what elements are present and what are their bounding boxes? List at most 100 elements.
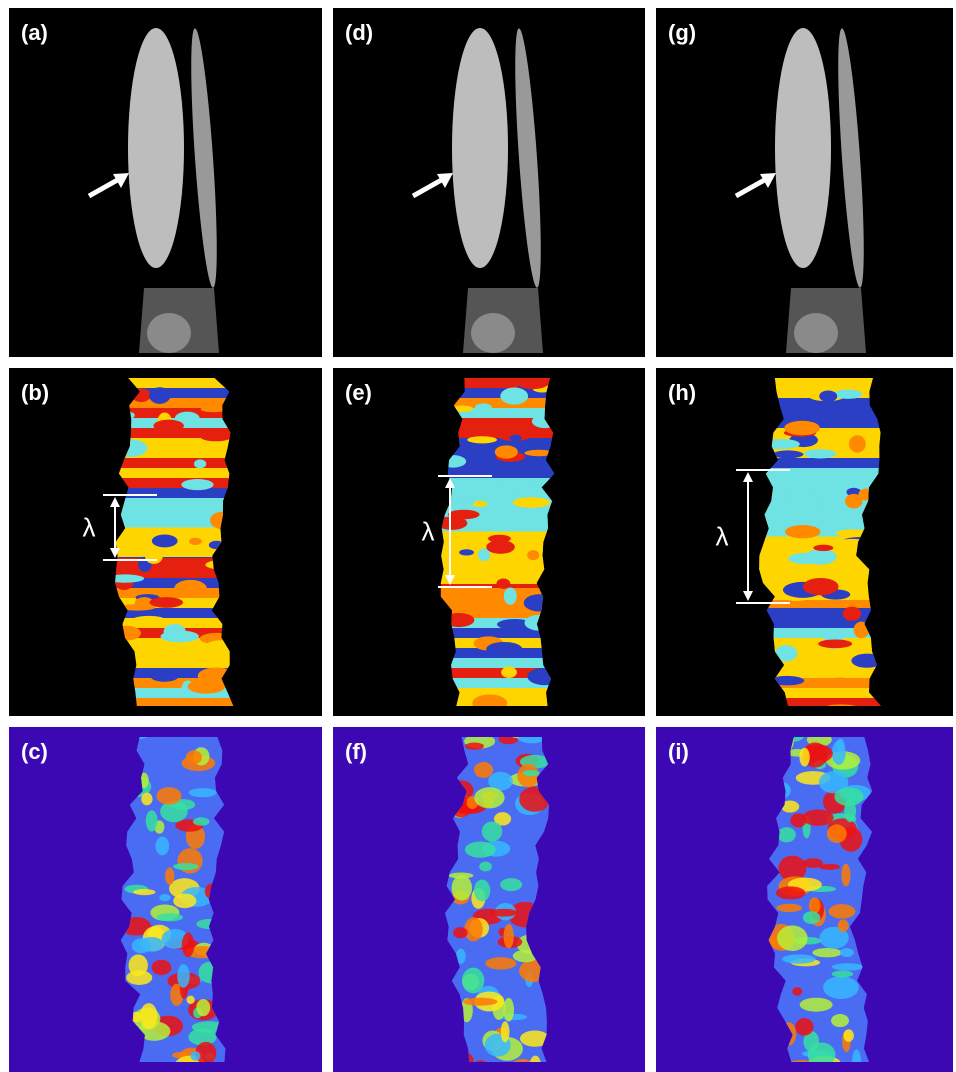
phase-blob	[486, 540, 515, 554]
panel: (g)	[656, 8, 953, 357]
stiffness-blob	[156, 787, 181, 805]
panel-content	[656, 368, 953, 719]
stiffness-blob	[790, 813, 806, 827]
panel: (c)	[9, 716, 322, 1072]
stiffness-blob	[141, 793, 152, 806]
phase-blob	[819, 391, 837, 402]
stiffness-blob	[503, 998, 514, 1022]
panel-content	[333, 367, 645, 719]
stiffness-blob	[500, 878, 522, 891]
stiffness-blob	[173, 863, 199, 870]
stiffness-blob	[482, 821, 502, 841]
stiffness-blob	[795, 1018, 813, 1036]
panel-content	[9, 8, 322, 357]
stiffness-blob	[140, 937, 164, 952]
panel-label: (b)	[21, 380, 49, 405]
phase-blob	[153, 420, 184, 432]
panel-label: (d)	[345, 20, 373, 45]
bone	[147, 313, 191, 353]
panel: (i)	[656, 726, 953, 1072]
phase-blob	[527, 550, 539, 560]
panel-label: (c)	[21, 739, 48, 764]
stiffness-blob	[453, 927, 468, 938]
stiffness-blob	[812, 948, 842, 957]
stiffness-blob	[157, 913, 184, 921]
wavelength-label: λ	[716, 522, 729, 552]
stiffness-blob	[485, 957, 516, 969]
phase-blob	[164, 624, 186, 639]
phase-blob	[813, 545, 833, 551]
phase-blob	[830, 677, 851, 687]
stiffness-blob	[474, 787, 504, 808]
stiffness-blob	[189, 788, 217, 797]
phase-blob	[804, 449, 836, 458]
phase-blob	[805, 549, 837, 564]
phase-blob	[174, 446, 211, 455]
panel: (h) λ	[656, 368, 953, 719]
phase-blob	[833, 390, 862, 399]
phase-blob	[495, 445, 518, 458]
phase-blob	[174, 580, 206, 597]
panel-label: (e)	[345, 380, 372, 405]
stiffness-blob	[474, 880, 490, 902]
stiffness-blob	[776, 904, 802, 912]
panel-label: (f)	[345, 739, 367, 764]
stiffness-blob	[800, 998, 833, 1012]
stiffness-blob	[802, 810, 834, 826]
stiffness-blob	[831, 1014, 849, 1027]
stiffness-blob	[156, 836, 170, 855]
phase-blob	[773, 450, 804, 458]
panel: (a)	[9, 8, 322, 357]
stiffness-blob	[465, 841, 496, 857]
phase-blob	[188, 679, 225, 693]
panel-content	[9, 367, 322, 721]
phase-blob	[145, 549, 163, 564]
muscle	[452, 28, 508, 268]
panel-label: (h)	[668, 380, 696, 405]
phase-blob	[496, 579, 510, 589]
stiffness-blob	[809, 897, 821, 913]
phase-blob	[503, 483, 539, 489]
phase-blob	[843, 607, 861, 621]
stiffness-blob	[152, 960, 172, 975]
stiffness-blob	[165, 868, 174, 885]
stiffness-blob	[834, 787, 863, 806]
stiffness-blob	[522, 770, 539, 776]
panel-content	[333, 717, 645, 1072]
muscle	[775, 28, 831, 268]
stiffness-blob	[193, 817, 209, 825]
phase-blob	[504, 587, 517, 604]
stiffness-blob	[479, 862, 492, 872]
stiffness-blob	[803, 858, 823, 868]
panel-label: (g)	[668, 20, 696, 45]
phase-blob	[152, 535, 178, 548]
stiffness-blob	[838, 919, 849, 931]
stiffness-blob	[841, 864, 850, 887]
stiffness-blob	[126, 970, 152, 985]
phase-blob	[849, 435, 866, 452]
phase-blob	[130, 616, 167, 627]
stiffness-blob	[828, 904, 855, 919]
stiffness-blob	[186, 750, 202, 764]
phase-blob	[149, 387, 171, 404]
wavelength-label: λ	[422, 517, 435, 547]
stiffness-blob	[465, 743, 484, 750]
stiffness-blob	[463, 998, 498, 1006]
stiffness-blob	[501, 1021, 510, 1042]
stiffness-blob	[452, 875, 472, 900]
phase-blob	[151, 672, 179, 682]
stiffness-blob	[777, 925, 808, 951]
phase-blob	[789, 491, 827, 507]
phase-blob	[501, 667, 517, 678]
phase-blob	[201, 434, 231, 442]
phase-blob	[181, 479, 213, 490]
stiffness-blob	[173, 894, 196, 909]
phase-blob	[459, 549, 474, 555]
stiffness-blob	[832, 970, 854, 977]
stiffness-blob	[182, 933, 194, 958]
stiffness-blob	[474, 762, 493, 778]
phase-blob	[486, 642, 522, 656]
phase-blob	[785, 525, 820, 538]
stiffness-blob	[146, 810, 158, 831]
panel: (f)	[333, 717, 645, 1072]
